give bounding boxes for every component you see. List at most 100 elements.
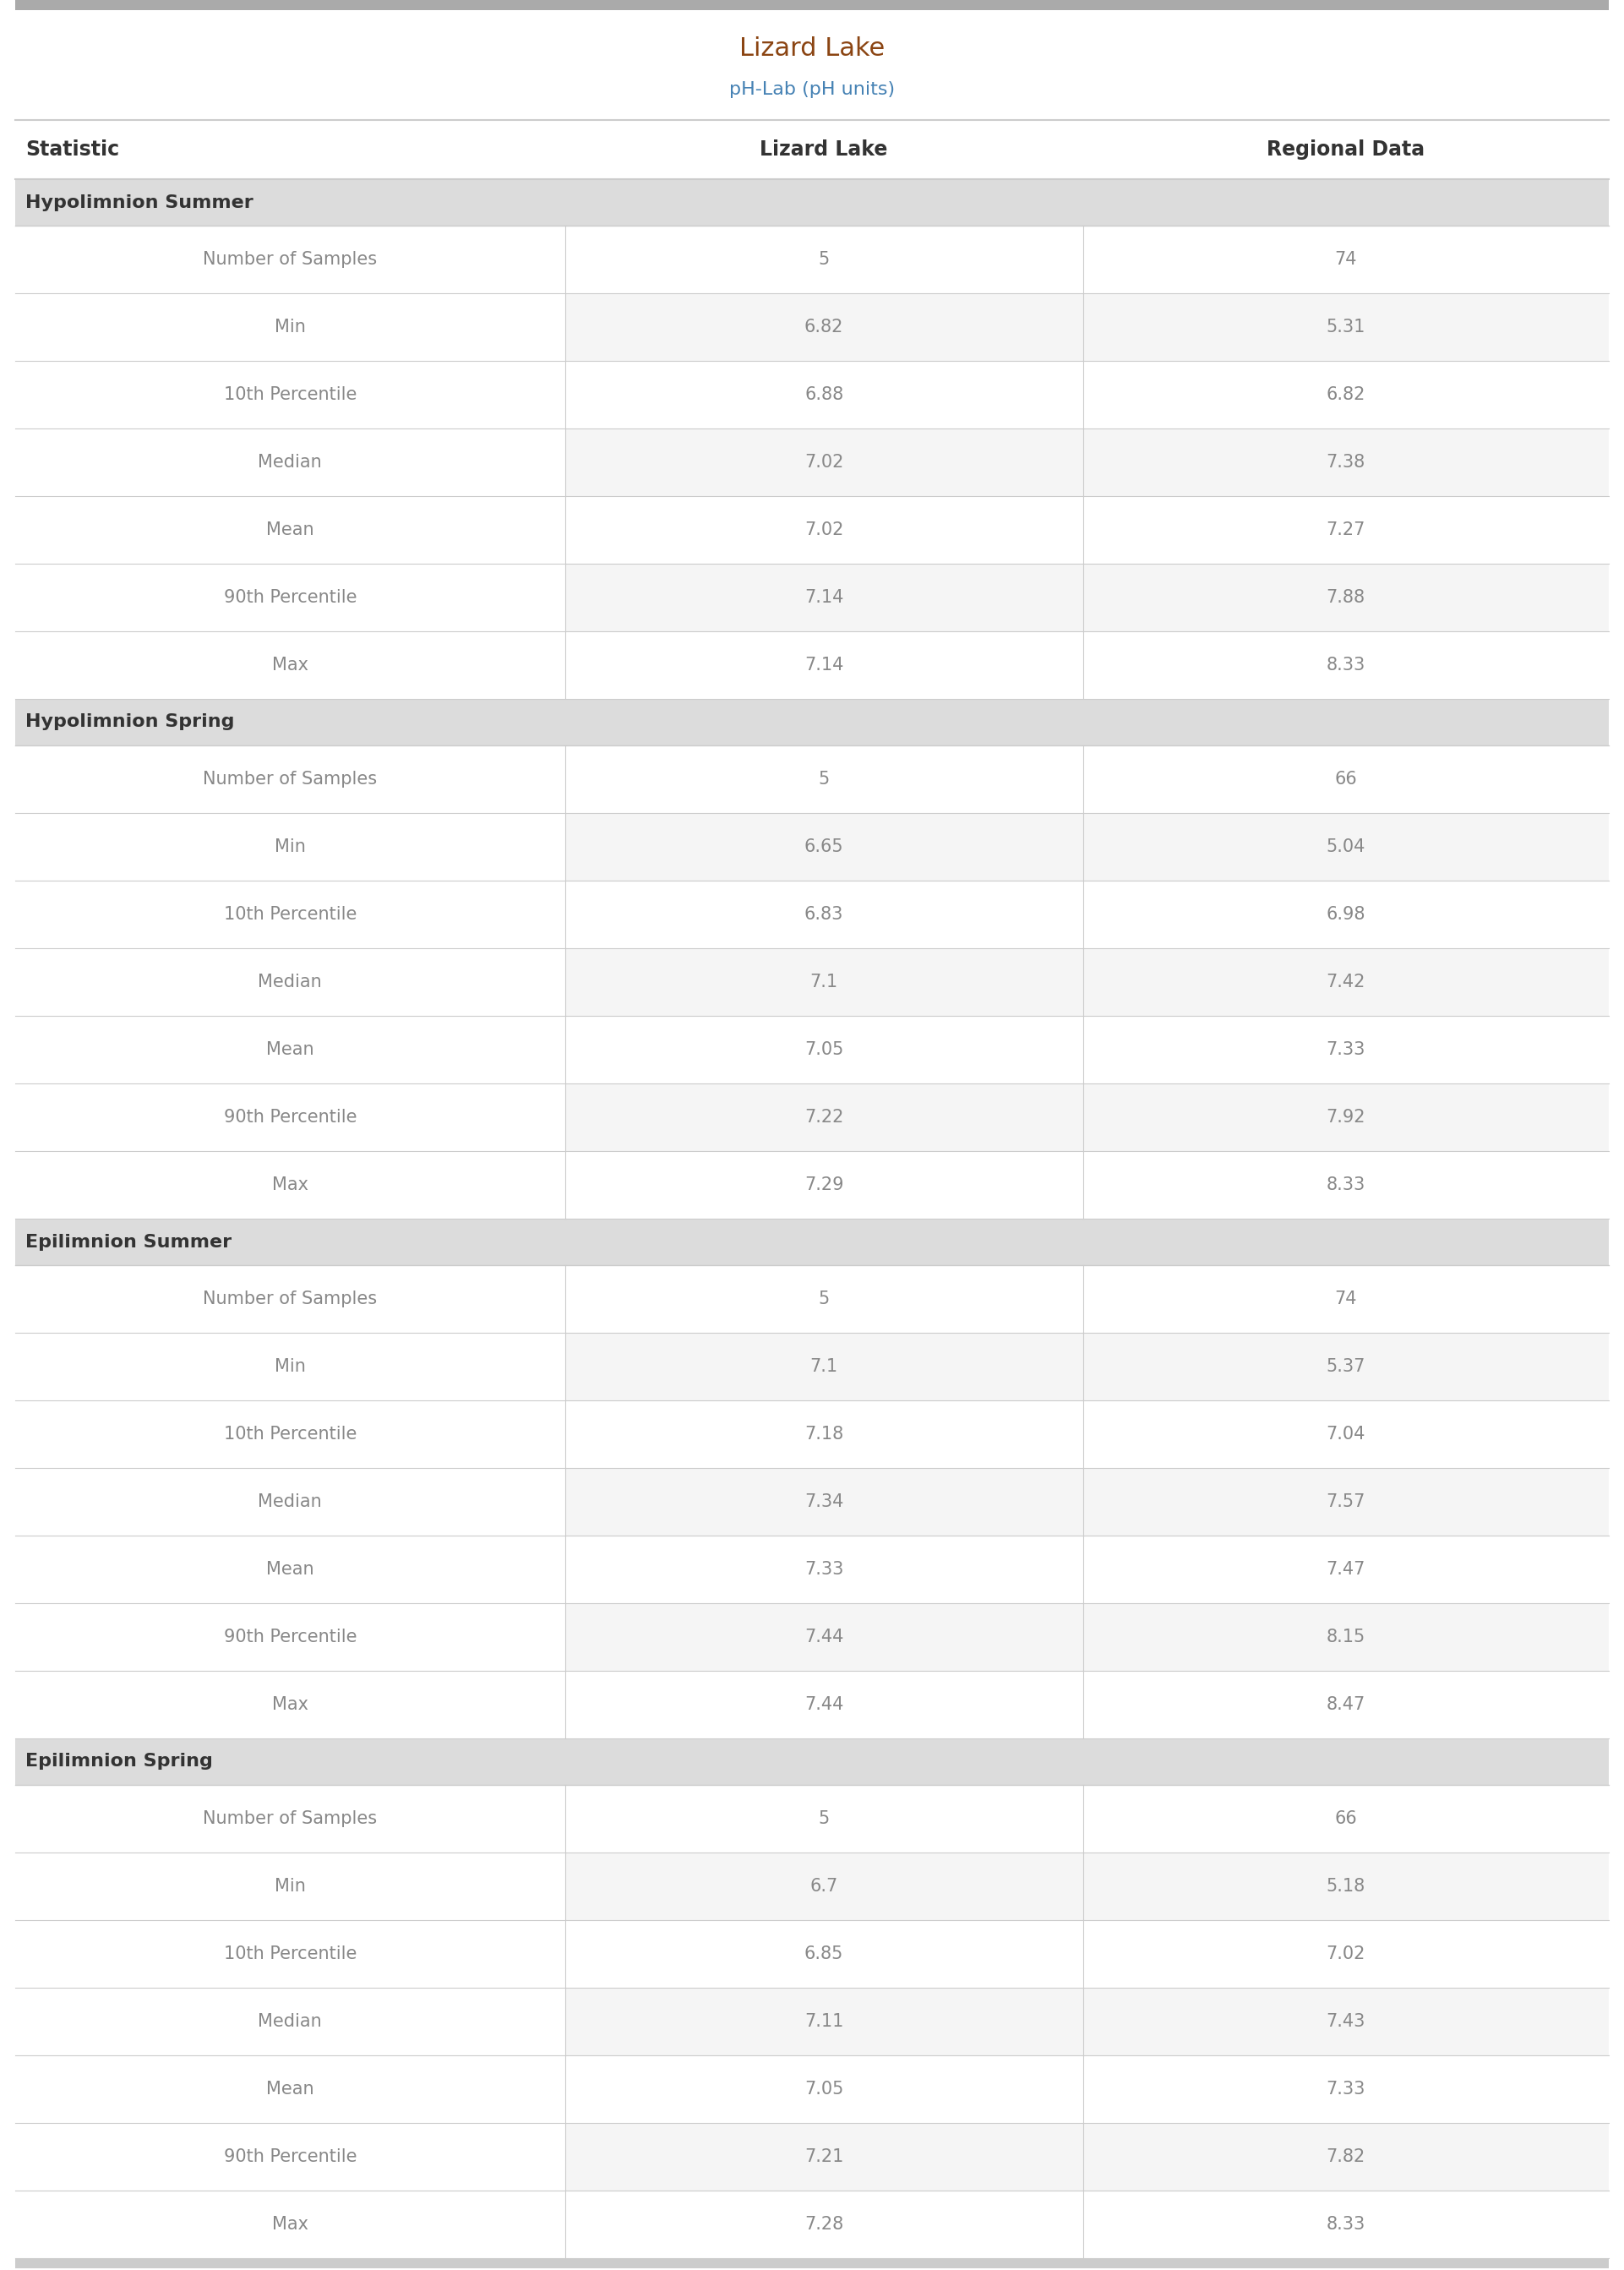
Text: 7.82: 7.82	[1327, 2147, 1366, 2166]
Text: 7.29: 7.29	[804, 1176, 843, 1194]
Text: Max: Max	[271, 1696, 309, 1714]
Text: 7.28: 7.28	[804, 2216, 843, 2234]
Text: 6.85: 6.85	[804, 1945, 843, 1961]
Text: 7.02: 7.02	[804, 454, 843, 470]
Text: 10th Percentile: 10th Percentile	[224, 386, 357, 404]
Text: Mean: Mean	[266, 2082, 313, 2097]
Text: Epilimnion Spring: Epilimnion Spring	[26, 1752, 213, 1771]
Text: 7.11: 7.11	[804, 2013, 843, 2029]
Text: 5.18: 5.18	[1327, 1877, 1366, 1895]
Bar	[15, 699, 1609, 745]
Text: 74: 74	[1335, 252, 1358, 268]
Bar	[15, 1739, 1609, 1784]
Text: 66: 66	[1335, 1809, 1358, 1827]
Text: 7.02: 7.02	[804, 522, 843, 538]
Bar	[565, 1989, 1609, 2054]
Text: 7.33: 7.33	[1327, 2082, 1366, 2097]
Text: 7.1: 7.1	[810, 974, 838, 990]
Text: 5.37: 5.37	[1327, 1357, 1366, 1376]
Text: Number of Samples: Number of Samples	[203, 1292, 377, 1308]
Text: 7.92: 7.92	[1327, 1108, 1366, 1126]
Text: 5: 5	[818, 1292, 830, 1308]
Bar	[565, 563, 1609, 631]
Text: Number of Samples: Number of Samples	[203, 772, 377, 788]
Bar	[565, 1852, 1609, 1920]
Text: 7.14: 7.14	[804, 588, 843, 606]
Text: Lizard Lake: Lizard Lake	[739, 36, 885, 61]
Text: 8.33: 8.33	[1327, 656, 1366, 674]
Bar	[565, 1332, 1609, 1401]
Text: 7.57: 7.57	[1327, 1494, 1366, 1510]
Text: 6.65: 6.65	[804, 838, 843, 856]
Text: 7.42: 7.42	[1327, 974, 1366, 990]
Bar	[565, 1603, 1609, 1671]
Text: 10th Percentile: 10th Percentile	[224, 906, 357, 924]
Text: 6.7: 6.7	[810, 1877, 838, 1895]
Text: 7.88: 7.88	[1327, 588, 1366, 606]
Bar	[565, 949, 1609, 1017]
Text: Statistic: Statistic	[26, 138, 119, 159]
Text: Max: Max	[271, 1176, 309, 1194]
Bar	[565, 2122, 1609, 2191]
Text: 7.1: 7.1	[810, 1357, 838, 1376]
Text: 90th Percentile: 90th Percentile	[224, 1108, 357, 1126]
Text: 7.18: 7.18	[804, 1426, 843, 1444]
Text: 7.44: 7.44	[804, 1628, 843, 1646]
Text: 8.47: 8.47	[1327, 1696, 1366, 1714]
Text: 7.34: 7.34	[804, 1494, 843, 1510]
Text: Min: Min	[274, 838, 305, 856]
Text: pH-Lab (pH units): pH-Lab (pH units)	[729, 82, 895, 98]
Bar	[565, 293, 1609, 361]
Text: 6.88: 6.88	[804, 386, 843, 404]
Text: 6.98: 6.98	[1327, 906, 1366, 924]
Text: 5: 5	[818, 772, 830, 788]
Text: Median: Median	[258, 2013, 322, 2029]
Text: 90th Percentile: 90th Percentile	[224, 588, 357, 606]
Bar	[15, 2259, 1609, 2268]
Text: Mean: Mean	[266, 1562, 313, 1578]
Text: 7.22: 7.22	[804, 1108, 843, 1126]
Text: 5.04: 5.04	[1327, 838, 1366, 856]
Text: 8.33: 8.33	[1327, 1176, 1366, 1194]
Text: Epilimnion Summer: Epilimnion Summer	[26, 1233, 232, 1251]
Text: 10th Percentile: 10th Percentile	[224, 1426, 357, 1444]
Text: Regional Data: Regional Data	[1267, 138, 1424, 159]
Text: Hypolimnion Summer: Hypolimnion Summer	[26, 193, 253, 211]
Text: 74: 74	[1335, 1292, 1358, 1308]
Text: 7.27: 7.27	[1327, 522, 1366, 538]
Text: 7.02: 7.02	[1327, 1945, 1366, 1961]
Bar	[565, 1083, 1609, 1151]
Text: 7.04: 7.04	[1327, 1426, 1366, 1444]
Text: 7.05: 7.05	[804, 1042, 843, 1058]
Text: 7.33: 7.33	[804, 1562, 843, 1578]
Text: Lizard Lake: Lizard Lake	[760, 138, 888, 159]
Text: 5.31: 5.31	[1327, 318, 1366, 336]
Text: 7.44: 7.44	[804, 1696, 843, 1714]
Text: 7.21: 7.21	[804, 2147, 843, 2166]
Bar	[565, 429, 1609, 497]
Bar	[15, 179, 1609, 225]
Text: 7.14: 7.14	[804, 656, 843, 674]
Text: 5: 5	[818, 1809, 830, 1827]
Text: 7.38: 7.38	[1327, 454, 1366, 470]
Text: Min: Min	[274, 1357, 305, 1376]
Text: 10th Percentile: 10th Percentile	[224, 1945, 357, 1961]
Text: Max: Max	[271, 656, 309, 674]
Bar	[15, 0, 1609, 9]
Text: Median: Median	[258, 974, 322, 990]
Text: 7.05: 7.05	[804, 2082, 843, 2097]
Text: Mean: Mean	[266, 1042, 313, 1058]
Bar	[565, 813, 1609, 881]
Text: Number of Samples: Number of Samples	[203, 1809, 377, 1827]
Text: Max: Max	[271, 2216, 309, 2234]
Text: Hypolimnion Spring: Hypolimnion Spring	[26, 713, 234, 731]
Text: Number of Samples: Number of Samples	[203, 252, 377, 268]
Bar	[565, 1469, 1609, 1535]
Text: 90th Percentile: 90th Percentile	[224, 1628, 357, 1646]
Text: Median: Median	[258, 1494, 322, 1510]
Text: 7.43: 7.43	[1327, 2013, 1366, 2029]
Text: 7.33: 7.33	[1327, 1042, 1366, 1058]
Text: 6.82: 6.82	[1327, 386, 1366, 404]
Text: Median: Median	[258, 454, 322, 470]
Text: 7.47: 7.47	[1327, 1562, 1366, 1578]
